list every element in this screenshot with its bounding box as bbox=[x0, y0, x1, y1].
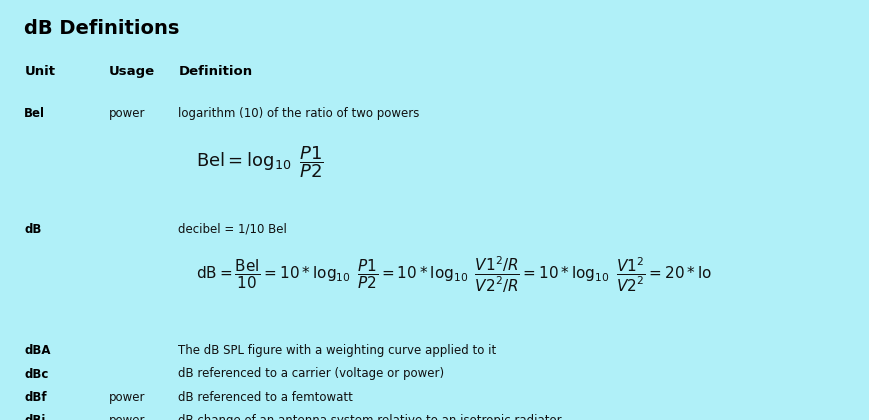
Text: dBc: dBc bbox=[24, 368, 49, 381]
Text: dBA: dBA bbox=[24, 344, 50, 357]
Text: $\mathrm{dB} = \dfrac{\mathrm{Bel}}{10} = 10 * \log_{10}\ \dfrac{P1}{P2} = 10 * : $\mathrm{dB} = \dfrac{\mathrm{Bel}}{10} … bbox=[196, 255, 711, 295]
Text: dB Definitions: dB Definitions bbox=[24, 19, 180, 38]
Text: power: power bbox=[109, 107, 145, 120]
Text: dBf: dBf bbox=[24, 391, 47, 404]
Text: The dB SPL figure with a weighting curve applied to it: The dB SPL figure with a weighting curve… bbox=[178, 344, 496, 357]
Text: dB change of an antenna system relative to an isotropic radiator: dB change of an antenna system relative … bbox=[178, 414, 561, 420]
Text: Bel: Bel bbox=[24, 107, 45, 120]
Text: Usage: Usage bbox=[109, 65, 155, 78]
Text: dB referenced to a carrier (voltage or power): dB referenced to a carrier (voltage or p… bbox=[178, 368, 444, 381]
Text: power: power bbox=[109, 391, 145, 404]
Text: dBi: dBi bbox=[24, 414, 46, 420]
Text: dB: dB bbox=[24, 223, 42, 236]
Text: Unit: Unit bbox=[24, 65, 56, 78]
Text: logarithm (10) of the ratio of two powers: logarithm (10) of the ratio of two power… bbox=[178, 107, 419, 120]
Text: Definition: Definition bbox=[178, 65, 252, 78]
Text: dB referenced to a femtowatt: dB referenced to a femtowatt bbox=[178, 391, 353, 404]
Text: decibel = 1/10 Bel: decibel = 1/10 Bel bbox=[178, 223, 287, 236]
Text: power: power bbox=[109, 414, 145, 420]
Text: $\mathrm{Bel} = \log_{10}\ \dfrac{P1}{P2}$: $\mathrm{Bel} = \log_{10}\ \dfrac{P1}{P2… bbox=[196, 144, 323, 179]
